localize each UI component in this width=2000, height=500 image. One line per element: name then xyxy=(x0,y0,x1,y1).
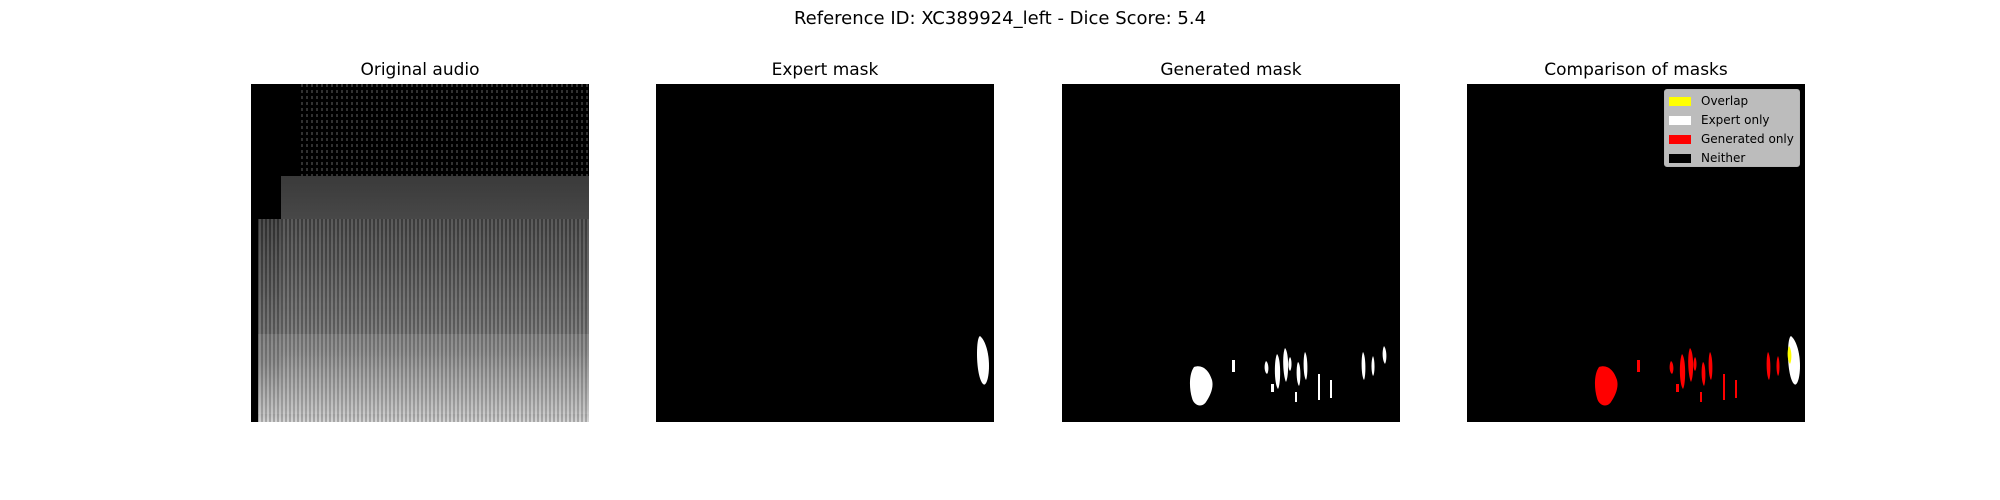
original-audio-title: Original audio xyxy=(360,60,480,80)
expert-only-swatch xyxy=(1669,116,1691,125)
figure-title: Reference ID: XC389924_left - Dice Score… xyxy=(793,8,1207,29)
legend: Overlap Expert only Generated only Neith… xyxy=(1664,89,1800,167)
spectrogram-image xyxy=(251,84,589,422)
legend-item-neither: Neither xyxy=(1669,149,1799,168)
legend-label: Expert only xyxy=(1701,113,1770,127)
expert-mask-image xyxy=(656,84,994,422)
legend-item-overlap: Overlap xyxy=(1669,92,1799,111)
legend-label: Overlap xyxy=(1701,94,1749,108)
legend-label: Generated only xyxy=(1701,132,1794,146)
comparison-title: Comparison of masks xyxy=(1544,60,1728,80)
expert-mask-title: Expert mask xyxy=(771,60,879,80)
overlap-swatch xyxy=(1669,97,1691,106)
legend-item-generated-only: Generated only xyxy=(1669,130,1799,149)
legend-label: Neither xyxy=(1701,151,1746,165)
original-audio-spectrogram xyxy=(251,84,589,422)
legend-item-expert-only: Expert only xyxy=(1669,111,1799,130)
comparison-mask-image: Overlap Expert only Generated only Neith… xyxy=(1467,84,1805,422)
generated-only-swatch xyxy=(1669,135,1691,144)
neither-swatch xyxy=(1669,154,1691,163)
generated-mask-title: Generated mask xyxy=(1160,60,1302,80)
generated-mask-image xyxy=(1062,84,1400,422)
